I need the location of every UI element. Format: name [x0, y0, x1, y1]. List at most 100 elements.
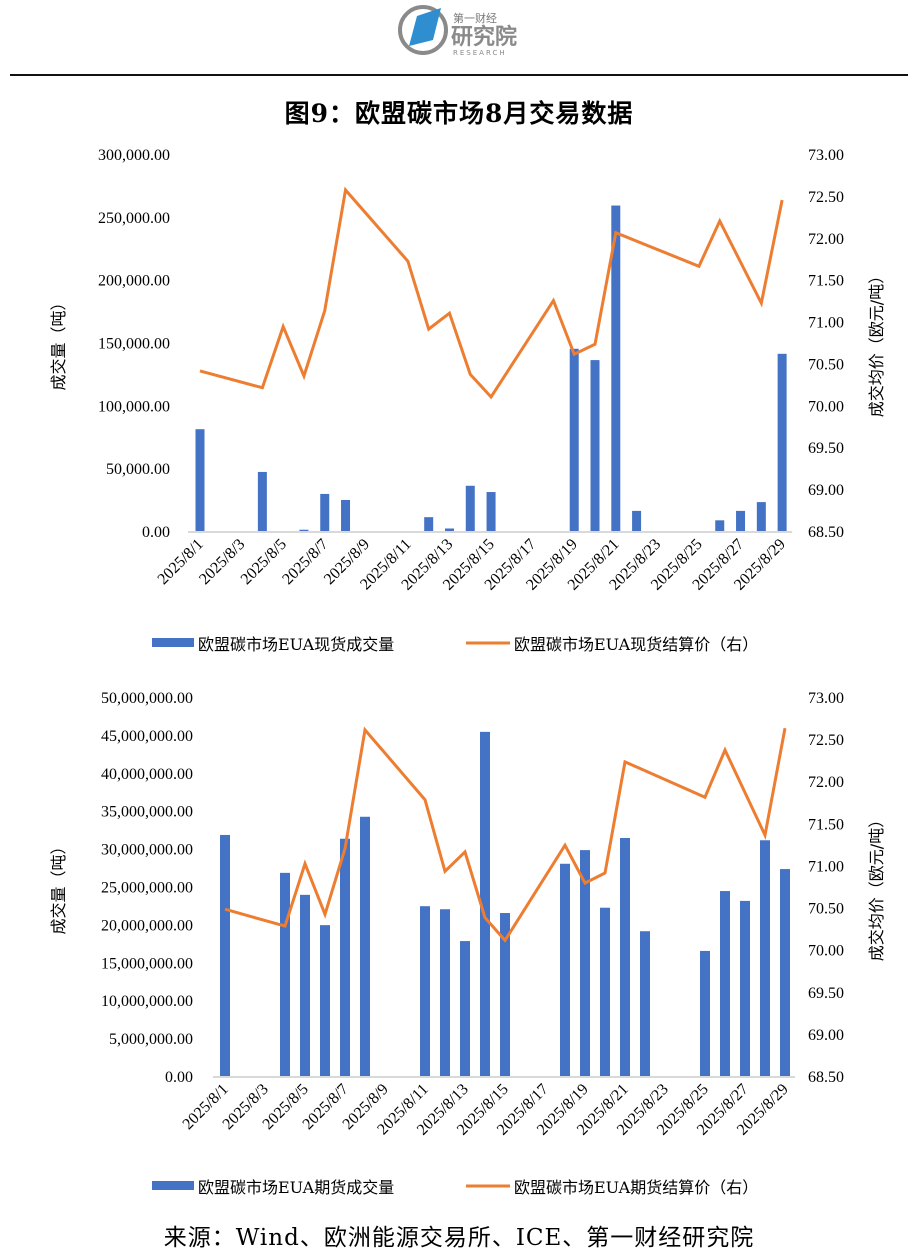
bar: [465, 485, 475, 531]
y-left-ticks: 0.00 5,000,000.00 10,000,000.00 15,000,000.…: [101, 690, 193, 1086]
bar: [632, 510, 642, 531]
y-right-tick-label: 72.00: [808, 231, 844, 248]
x-tick-labels: 2025/8/12025/8/32025/8/52025/8/72025/8/9…: [180, 1081, 792, 1139]
y-right-tick-label: 70.00: [808, 943, 844, 960]
y-left-tick-label: 25,000,000.00: [101, 880, 193, 897]
y-right-axis-title: 成交均价（欧元/吨）: [867, 268, 886, 417]
y-left-tick-label: 200,000.00: [98, 273, 170, 290]
figure-title: 图9：欧盟碳市场8月交易数据: [284, 99, 634, 128]
y-left-tick-label: 5,000,000.00: [109, 1031, 193, 1048]
bar: [360, 816, 370, 1076]
bar: [420, 906, 430, 1076]
y-left-tick-label: 250,000.00: [98, 210, 170, 227]
legend: 欧盟碳市场EUA期货成交量 欧盟碳市场EUA期货结算价（右）: [152, 1178, 758, 1197]
bar: [700, 950, 710, 1076]
bar: [560, 863, 570, 1076]
bar: [736, 510, 746, 531]
y-left-tick-label: 30,000,000.00: [101, 842, 193, 859]
y-left-tick-label: 35,000,000.00: [101, 804, 193, 821]
legend: 欧盟碳市场EUA现货成交量 欧盟碳市场EUA现货结算价（右）: [152, 635, 758, 654]
bar: [611, 205, 621, 532]
y-left-tick-label: 0.00: [165, 1069, 193, 1086]
bar: [620, 837, 630, 1076]
bar: [500, 913, 510, 1076]
y-left-tick-label: 15,000,000.00: [101, 955, 193, 972]
bar: [280, 872, 290, 1076]
bar: [444, 528, 454, 531]
bar: [486, 492, 496, 531]
y-left-tick-label: 50,000.00: [106, 461, 170, 478]
y-right-tick-label: 72.50: [808, 732, 844, 749]
bar: [440, 909, 450, 1076]
y-right-ticks: 68.50 69.00 69.50 70.00 70.50 71.00 71.50 72.00…: [808, 147, 844, 541]
bar: [341, 499, 351, 531]
y-left-tick-label: 100,000.00: [98, 398, 170, 415]
bar: [424, 517, 434, 531]
legend-bar-swatch: [152, 1181, 194, 1190]
bar: [299, 529, 309, 531]
bar: [720, 891, 730, 1076]
y-right-axis-title: 成交均价（欧元/吨）: [867, 812, 886, 961]
bar: [300, 894, 310, 1076]
y-right-tick-label: 72.50: [808, 189, 844, 206]
bar: [715, 520, 725, 531]
y-right-tick-label: 70.50: [808, 356, 844, 373]
bar-series: [195, 205, 787, 532]
legend-bar-label: 欧盟碳市场EUA现货成交量: [198, 635, 394, 654]
y-right-tick-label: 73.00: [808, 690, 844, 707]
legend-bar-label: 欧盟碳市场EUA期货成交量: [198, 1178, 394, 1197]
y-right-tick-label: 68.50: [808, 524, 844, 541]
y-right-tick-label: 70.50: [808, 901, 844, 918]
bar: [340, 838, 350, 1076]
bar: [600, 907, 610, 1076]
spot-chart: 0.00 50,000.00 100,000.00 150,000.00 200,000…: [49, 147, 886, 654]
y-left-axis-title: 成交量（吨）: [49, 838, 68, 934]
bar: [780, 869, 790, 1076]
bar: [580, 850, 590, 1076]
y-right-tick-label: 71.50: [808, 816, 844, 833]
bar-series: [220, 731, 790, 1076]
y-right-tick-label: 70.00: [808, 398, 844, 415]
bar: [257, 471, 267, 531]
y-right-tick-label: 68.50: [808, 1069, 844, 1086]
y-left-ticks: 0.00 50,000.00 100,000.00 150,000.00 200,000…: [98, 147, 170, 541]
y-right-tick-label: 69.00: [808, 1027, 844, 1044]
bar: [220, 834, 230, 1076]
bar: [640, 931, 650, 1076]
futures-chart: 0.00 5,000,000.00 10,000,000.00 15,000,000.…: [49, 690, 886, 1197]
y-right-ticks: 68.50 69.00 69.50 70.00 70.50 71.00 71.50 72.00…: [808, 690, 844, 1086]
y-right-tick-label: 69.50: [808, 440, 844, 457]
y-left-tick-label: 40,000,000.00: [101, 766, 193, 783]
bar: [320, 493, 330, 531]
header-divider: [10, 74, 908, 76]
y-right-tick-label: 69.50: [808, 985, 844, 1002]
y-left-tick-label: 150,000.00: [98, 336, 170, 353]
bar: [760, 840, 770, 1076]
logo-text-main: 研究院: [451, 24, 517, 50]
y-right-tick-label: 69.00: [808, 482, 844, 499]
y-right-tick-label: 71.00: [808, 315, 844, 332]
y-left-axis-title: 成交量（吨）: [49, 294, 68, 390]
bar: [480, 731, 490, 1076]
y-left-tick-label: 20,000,000.00: [101, 917, 193, 934]
y-left-tick-label: 300,000.00: [98, 147, 170, 164]
y-left-tick-label: 10,000,000.00: [101, 993, 193, 1010]
legend-line-label: 欧盟碳市场EUA现货结算价（右）: [514, 635, 758, 654]
y-left-tick-label: 0.00: [142, 524, 170, 541]
y-left-tick-label: 50,000,000.00: [101, 690, 193, 707]
bar: [590, 360, 600, 531]
bar: [569, 348, 579, 531]
x-tick-labels: 2025/8/12025/8/32025/8/52025/8/72025/8/9…: [155, 536, 789, 594]
logo-text-sub: RESEARCH: [453, 49, 507, 57]
legend-line-label: 欧盟碳市场EUA期货结算价（右）: [514, 1178, 758, 1197]
y-left-tick-label: 45,000,000.00: [101, 728, 193, 745]
bar: [460, 941, 470, 1076]
price-line: [199, 186, 784, 400]
y-right-tick-label: 72.00: [808, 774, 844, 791]
legend-bar-swatch: [152, 638, 194, 647]
bar: [320, 925, 330, 1076]
y-right-tick-label: 71.50: [808, 273, 844, 290]
logo-mark-icon: 第一财经 研究院 RESEARCH: [398, 5, 517, 57]
source-note: 来源：Wind、欧洲能源交易所、ICE、第一财经研究院: [163, 1225, 755, 1251]
logo: 第一财经 研究院 RESEARCH: [395, 2, 535, 58]
